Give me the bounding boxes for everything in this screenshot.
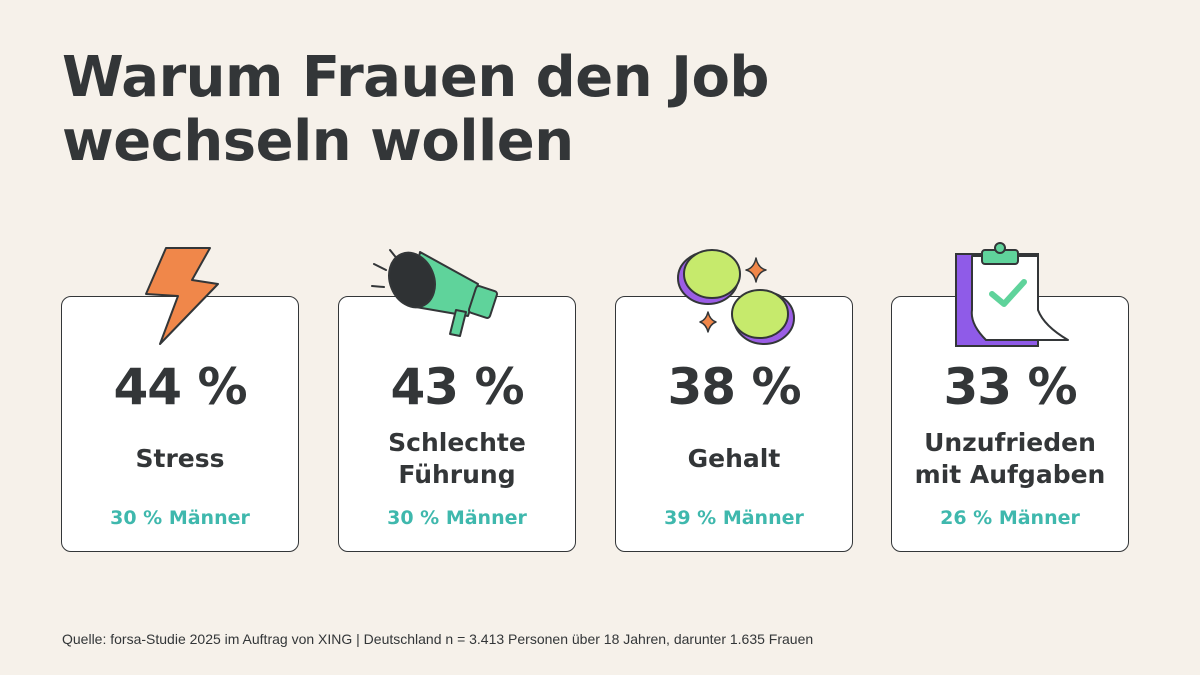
women-percentage: 38 % xyxy=(667,358,801,416)
reason-label: Schlechte Führung xyxy=(388,428,526,489)
megaphone-icon xyxy=(371,249,499,337)
reason-label: Stress xyxy=(135,444,225,473)
stat-card-tasks: 33 % Unzufrieden mit Aufgaben 26 % Männe… xyxy=(891,296,1129,552)
source-note: Quelle: forsa-Studie 2025 im Auftrag von… xyxy=(62,631,814,647)
page-title: Warum Frauen den Job wechseln wollen xyxy=(62,45,770,174)
reason-label: Unzufrieden mit Aufgaben xyxy=(914,428,1106,489)
men-percentage: 30 % Männer xyxy=(110,507,250,529)
stat-card-salary: 38 % Gehalt 39 % Männer xyxy=(615,296,853,552)
men-percentage: 39 % Männer xyxy=(664,507,804,529)
women-percentage: 44 % xyxy=(113,358,247,416)
women-percentage: 43 % xyxy=(390,358,524,416)
men-percentage: 30 % Männer xyxy=(387,507,527,529)
lightning-icon xyxy=(145,247,219,345)
coins-icon xyxy=(677,249,795,345)
clipboard-icon xyxy=(955,242,1069,347)
stat-card-stress: 44 % Stress 30 % Männer xyxy=(61,296,299,552)
stat-card-leadership: 43 % Schlechte Führung 30 % Männer xyxy=(338,296,576,552)
men-percentage: 26 % Männer xyxy=(940,507,1080,529)
women-percentage: 33 % xyxy=(943,358,1077,416)
reason-label: Gehalt xyxy=(687,444,781,473)
